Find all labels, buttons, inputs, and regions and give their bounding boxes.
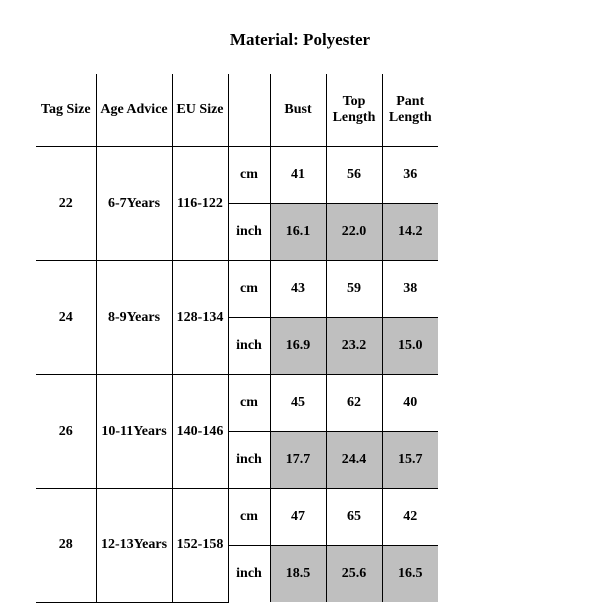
cell-eu: 152-158: [172, 489, 228, 603]
cell-tag: 26: [36, 375, 96, 489]
col-tag-size: Tag Size: [36, 74, 96, 147]
col-pant-length: Pant Length: [382, 74, 438, 147]
cell-age: 10-11Years: [96, 375, 172, 489]
table-body: 22 6-7Years 116-122 cm 41 56 36 inch 16.…: [36, 147, 438, 603]
col-bust: Bust: [270, 74, 326, 147]
table-header: Tag Size Age Advice EU Size Bust Top Len…: [36, 74, 438, 147]
cell-tag: 24: [36, 261, 96, 375]
cell-unit-inch: inch: [228, 546, 270, 603]
cell-age: 6-7Years: [96, 147, 172, 261]
cell-unit-cm: cm: [228, 489, 270, 546]
col-eu-size: EU Size: [172, 74, 228, 147]
cell-top-cm: 65: [326, 489, 382, 546]
col-unit-blank: [228, 74, 270, 147]
cell-bust-cm: 41: [270, 147, 326, 204]
cell-top-cm: 59: [326, 261, 382, 318]
cell-pant-inch: 15.7: [382, 432, 438, 489]
table-row: 24 8-9Years 128-134 cm 43 59 38: [36, 261, 438, 318]
cell-top-inch: 25.6: [326, 546, 382, 603]
size-table: Tag Size Age Advice EU Size Bust Top Len…: [36, 74, 438, 603]
cell-unit-inch: inch: [228, 432, 270, 489]
page-title: Material: Polyester: [0, 0, 600, 74]
cell-eu: 116-122: [172, 147, 228, 261]
table-row: 26 10-11Years 140-146 cm 45 62 40: [36, 375, 438, 432]
cell-unit-inch: inch: [228, 204, 270, 261]
cell-bust-cm: 45: [270, 375, 326, 432]
cell-pant-cm: 38: [382, 261, 438, 318]
cell-eu: 128-134: [172, 261, 228, 375]
cell-pant-inch: 15.0: [382, 318, 438, 375]
cell-pant-cm: 36: [382, 147, 438, 204]
cell-tag: 22: [36, 147, 96, 261]
cell-top-cm: 62: [326, 375, 382, 432]
col-age-advice: Age Advice: [96, 74, 172, 147]
cell-age: 12-13Years: [96, 489, 172, 603]
cell-bust-inch: 18.5: [270, 546, 326, 603]
cell-pant-inch: 14.2: [382, 204, 438, 261]
cell-bust-cm: 43: [270, 261, 326, 318]
cell-pant-inch: 16.5: [382, 546, 438, 603]
cell-bust-inch: 17.7: [270, 432, 326, 489]
cell-tag: 28: [36, 489, 96, 603]
cell-bust-inch: 16.1: [270, 204, 326, 261]
cell-unit-inch: inch: [228, 318, 270, 375]
cell-top-inch: 22.0: [326, 204, 382, 261]
cell-bust-inch: 16.9: [270, 318, 326, 375]
cell-unit-cm: cm: [228, 375, 270, 432]
table-row: 22 6-7Years 116-122 cm 41 56 36: [36, 147, 438, 204]
table-row: 28 12-13Years 152-158 cm 47 65 42: [36, 489, 438, 546]
cell-bust-cm: 47: [270, 489, 326, 546]
cell-top-inch: 23.2: [326, 318, 382, 375]
cell-age: 8-9Years: [96, 261, 172, 375]
cell-top-inch: 24.4: [326, 432, 382, 489]
col-top-length: Top Length: [326, 74, 382, 147]
cell-unit-cm: cm: [228, 147, 270, 204]
cell-pant-cm: 42: [382, 489, 438, 546]
cell-eu: 140-146: [172, 375, 228, 489]
cell-pant-cm: 40: [382, 375, 438, 432]
cell-top-cm: 56: [326, 147, 382, 204]
cell-unit-cm: cm: [228, 261, 270, 318]
